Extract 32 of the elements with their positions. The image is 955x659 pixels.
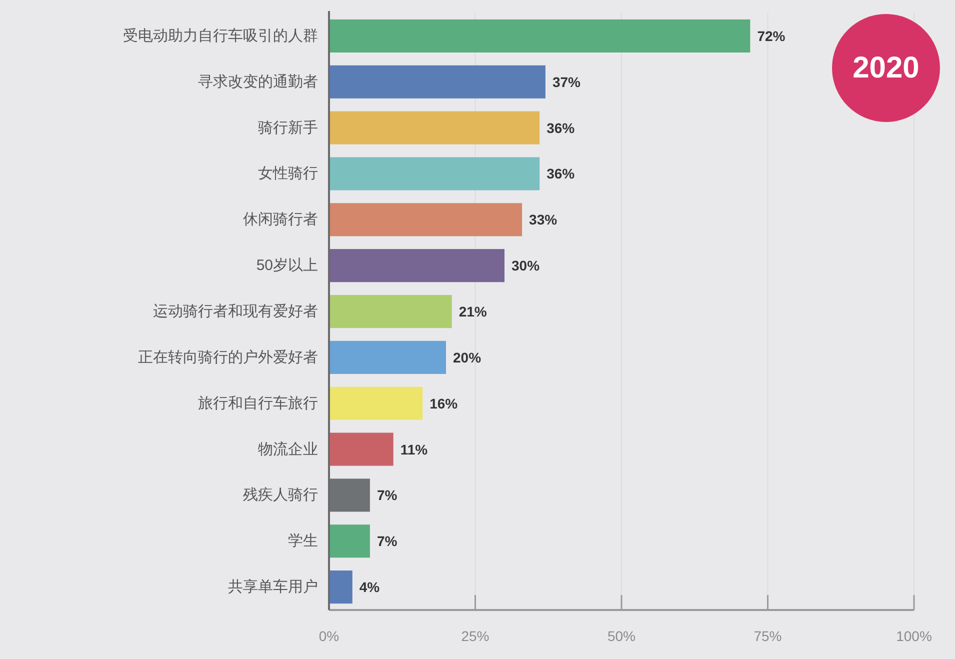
y-tick-label: 旅行和自行车旅行 xyxy=(198,394,318,412)
x-tick-label: 25% xyxy=(461,628,490,644)
x-tick-label: 0% xyxy=(318,628,340,644)
y-tick-label: 残疾人骑行 xyxy=(243,486,318,504)
annotation: 2020 xyxy=(852,52,920,84)
y-tick-label: 共享单车用户 xyxy=(228,578,318,596)
x-tick-label: 75% xyxy=(754,628,782,644)
y-tick-label: 女性骑行 xyxy=(258,165,318,182)
x-tick-label: 50% xyxy=(607,628,636,644)
y-tick-label: 寻求改变的通勤者 xyxy=(198,73,318,90)
data-label: 33% xyxy=(529,212,558,228)
data-label: 16% xyxy=(430,395,458,412)
y-tick-label: 50岁以上 xyxy=(256,257,318,274)
y-tick-label: 运动骑行者和现有爱好者 xyxy=(153,303,318,320)
data-label: 7% xyxy=(376,487,398,504)
y-tick-label: 休闲骑行者 xyxy=(243,211,318,228)
y-tick-label: 学生 xyxy=(288,532,318,550)
data-label: 11% xyxy=(400,441,428,458)
y-tick-label: 正在转向骑行的户外爱好者 xyxy=(138,348,318,366)
data-label: 30% xyxy=(512,258,540,274)
data-label: 36% xyxy=(546,120,576,136)
x-tick-label: 100% xyxy=(896,628,932,644)
data-label: 72% xyxy=(757,28,786,44)
data-label: 20% xyxy=(453,349,482,366)
data-label: 7% xyxy=(376,533,398,550)
y-tick-label: 物流企业 xyxy=(258,440,318,458)
y-tick-label: 受电动助力自行车吸引的人群 xyxy=(123,27,318,44)
data-label: 37% xyxy=(552,74,582,90)
data-label: 21% xyxy=(458,304,488,320)
data-label: 4% xyxy=(359,579,380,596)
data-label: 36% xyxy=(546,166,576,182)
y-tick-label: 骑行新手 xyxy=(258,119,318,136)
